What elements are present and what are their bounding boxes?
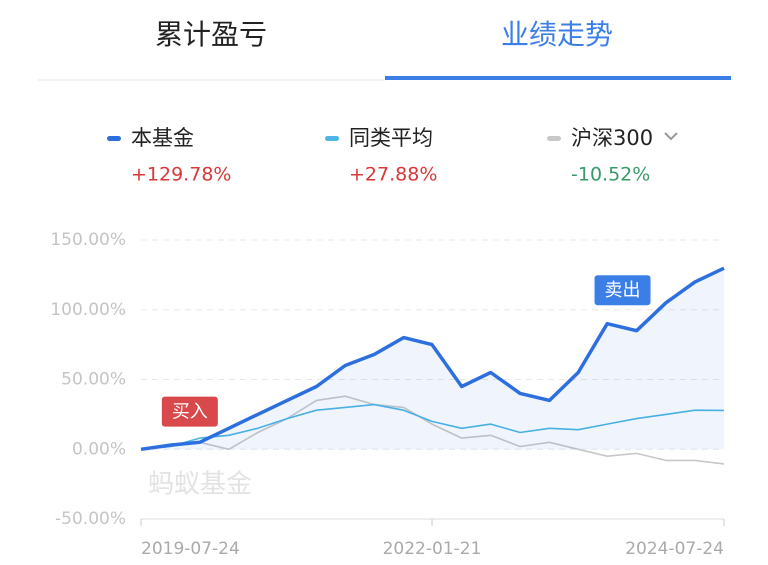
series-line	[140, 395, 725, 465]
x-tick-label: 2019-07-24	[141, 539, 240, 559]
series-line	[140, 403, 725, 451]
fund-area	[141, 268, 724, 450]
annotation-label: 买入	[172, 402, 208, 423]
x-tick-label: 2024-07-24	[625, 539, 724, 559]
watermark: 蚂蚁基金	[148, 470, 252, 500]
legend-label: 同类平均	[349, 126, 433, 150]
legend-dropdown[interactable]	[664, 132, 678, 141]
legend-total: +27.88%	[349, 164, 437, 186]
tab[interactable]: 业绩走势	[501, 18, 613, 51]
annotation-label: 卖出	[605, 280, 641, 301]
series-line	[140, 266, 725, 452]
legend-swatch	[325, 136, 339, 141]
y-tick-label: 100.00%	[50, 300, 126, 320]
y-tick-label: 50.00%	[61, 370, 126, 390]
legend-swatch	[107, 136, 121, 141]
legend-label: 沪深300	[571, 126, 653, 150]
annotation-box	[594, 275, 651, 306]
legend-label: 本基金	[131, 126, 194, 150]
legend-swatch	[547, 136, 561, 141]
x-tick-label: 2022-01-21	[383, 539, 482, 559]
tab-indicator	[385, 76, 731, 80]
y-tick-label: 150.00%	[50, 230, 126, 250]
legend-total: +129.78%	[131, 164, 231, 186]
legend-total: -10.52%	[571, 164, 650, 186]
tab[interactable]: 累计盈亏	[155, 18, 267, 51]
annotation-box	[161, 396, 218, 427]
y-tick-label: 0.00%	[72, 439, 126, 459]
y-tick-label: -50.00%	[55, 509, 126, 529]
